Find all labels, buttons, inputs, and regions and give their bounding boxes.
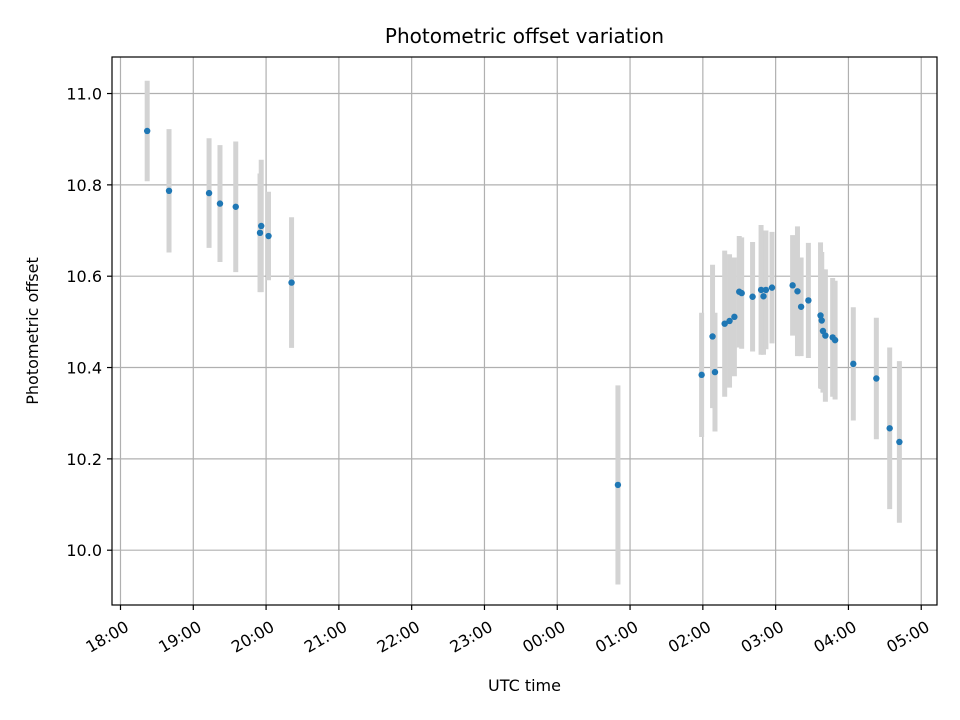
data-point: [738, 289, 745, 297]
data-point: [709, 333, 716, 340]
data-point: [288, 279, 295, 286]
data-point: [789, 282, 796, 289]
y-tick-label: 10.8: [66, 176, 102, 195]
x-tick-label: 19:00: [155, 617, 204, 657]
x-tick-label: 22:00: [374, 617, 423, 657]
y-axis-label: Photometric offset: [23, 257, 42, 405]
data-point: [216, 200, 224, 207]
data-point: [614, 481, 622, 489]
data-point: [768, 284, 776, 291]
data-point: [873, 375, 880, 382]
data-point: [805, 297, 812, 304]
chart-title: Photometric offset variation: [385, 24, 664, 48]
data-point: [822, 332, 829, 339]
data-point: [850, 360, 857, 368]
data-point: [721, 320, 728, 327]
x-tick-label: 04:00: [810, 617, 859, 657]
y-tick-label: 10.4: [66, 359, 102, 378]
data-point: [205, 189, 213, 197]
data-point: [143, 127, 151, 135]
data-point: [698, 371, 705, 379]
error-bars: [144, 80, 902, 585]
x-tick-label: 20:00: [228, 617, 277, 657]
y-tick-label: 10.6: [66, 267, 102, 286]
data-point: [797, 303, 805, 310]
x-axis-ticks: 18:00 19:00 20:00 21:00 22:00 23:00 00:00 01:00…: [82, 605, 933, 657]
x-tick-label: 05:00: [883, 617, 932, 657]
grid-lines: [112, 57, 937, 605]
x-tick-label: 23:00: [446, 617, 495, 657]
data-point: [831, 336, 839, 344]
data-point: [165, 187, 173, 195]
x-tick-label: 00:00: [519, 617, 568, 657]
x-tick-label: 18:00: [82, 617, 131, 657]
data-point: [760, 293, 767, 300]
data-point: [265, 232, 272, 240]
x-tick-label: 02:00: [665, 617, 714, 657]
y-tick-label: 11.0: [66, 85, 102, 104]
x-tick-label: 01:00: [592, 617, 641, 657]
data-points: [143, 127, 903, 489]
data-point: [711, 368, 719, 376]
y-tick-label: 10.0: [66, 541, 102, 560]
data-point: [817, 312, 824, 319]
y-tick-label: 10.2: [66, 450, 102, 469]
data-point: [256, 229, 264, 237]
data-point: [232, 203, 239, 210]
y-axis-ticks: 10.0 10.2 10.4 10.6 10.8 11.0: [66, 85, 112, 560]
x-axis-label: UTC time: [488, 676, 561, 695]
data-point: [731, 313, 738, 321]
data-point: [757, 286, 765, 294]
plot-frame: [111, 56, 938, 606]
data-point: [896, 438, 903, 446]
data-point: [762, 286, 770, 294]
data-point: [818, 317, 825, 324]
data-point: [749, 293, 756, 300]
x-tick-label: 21:00: [301, 617, 350, 657]
x-tick-label: 03:00: [738, 617, 787, 657]
data-point: [726, 317, 733, 325]
data-point: [258, 222, 265, 230]
data-point: [886, 425, 893, 432]
data-point: [794, 288, 801, 295]
